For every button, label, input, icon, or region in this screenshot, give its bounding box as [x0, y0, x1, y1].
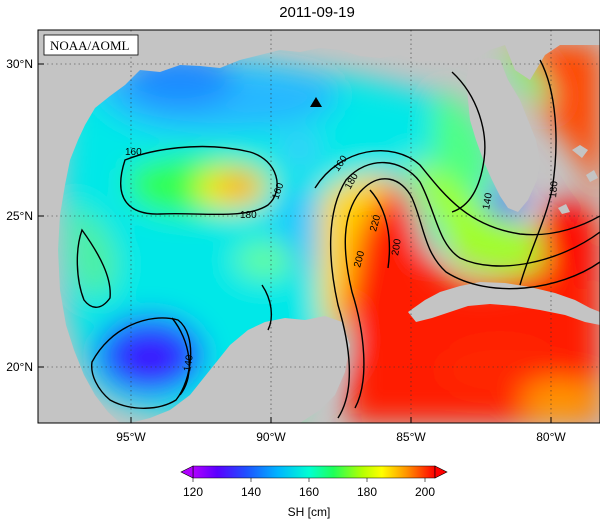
x-tick-label: 95°W — [116, 430, 146, 444]
colorbar-label: SH [cm] — [288, 505, 331, 519]
source-badge-label: NOAA/AOML — [50, 38, 130, 53]
bahamas-land — [558, 145, 598, 214]
colorbar-tick-label: 200 — [415, 485, 435, 499]
colorbar-tick-label: 140 — [241, 485, 261, 499]
contour-label: 140 — [182, 354, 196, 373]
y-axis: 30°N 25°N 20°N — [6, 57, 44, 374]
contour-label: 200 — [390, 238, 404, 257]
florida-peninsula-land — [466, 58, 540, 212]
y-tick-label: 20°N — [6, 360, 33, 374]
station-marker-triangle — [310, 97, 322, 107]
x-axis: 95°W 90°W 85°W 80°W — [116, 417, 566, 444]
map-frame — [37, 29, 600, 424]
colorbar-tick-label: 160 — [299, 485, 319, 499]
colorbar-tick-label: 120 — [183, 485, 203, 499]
map-title: 2011-09-19 — [279, 4, 355, 21]
ssh-contours — [76, 59, 600, 419]
y-tick-label: 30°N — [6, 57, 33, 71]
ssh-field — [61, 42, 600, 423]
contour-label: 180 — [548, 180, 560, 198]
x-tick-label: 80°W — [536, 430, 566, 444]
contour-label: 160 — [125, 147, 142, 158]
contour-label: 180 — [240, 210, 257, 221]
x-tick-label: 85°W — [396, 430, 426, 444]
graticule — [38, 30, 600, 423]
colorbar-low-arrow — [180, 465, 194, 479]
colorbar-tick-label: 180 — [357, 485, 377, 499]
contour-labels: 160 180 160 160 180 220 200 200 140 180 … — [125, 147, 560, 373]
y-tick-label: 25°N — [6, 209, 33, 223]
colorbar-bar — [192, 465, 436, 479]
cuba-land — [408, 282, 600, 325]
contour-label: 220 — [368, 213, 383, 232]
colorbar: 120 140 160 180 200 SH [cm] — [180, 465, 448, 519]
contour-label: 200 — [352, 249, 367, 268]
us-coastline-land — [38, 30, 600, 423]
source-badge-box — [43, 34, 139, 56]
colorbar-high-arrow — [434, 465, 448, 479]
yucatan-land — [130, 316, 350, 423]
x-tick-label: 90°W — [256, 430, 286, 444]
contour-label: 140 — [481, 192, 495, 211]
map-area: 160 180 160 160 180 220 200 200 140 180 … — [38, 30, 600, 423]
